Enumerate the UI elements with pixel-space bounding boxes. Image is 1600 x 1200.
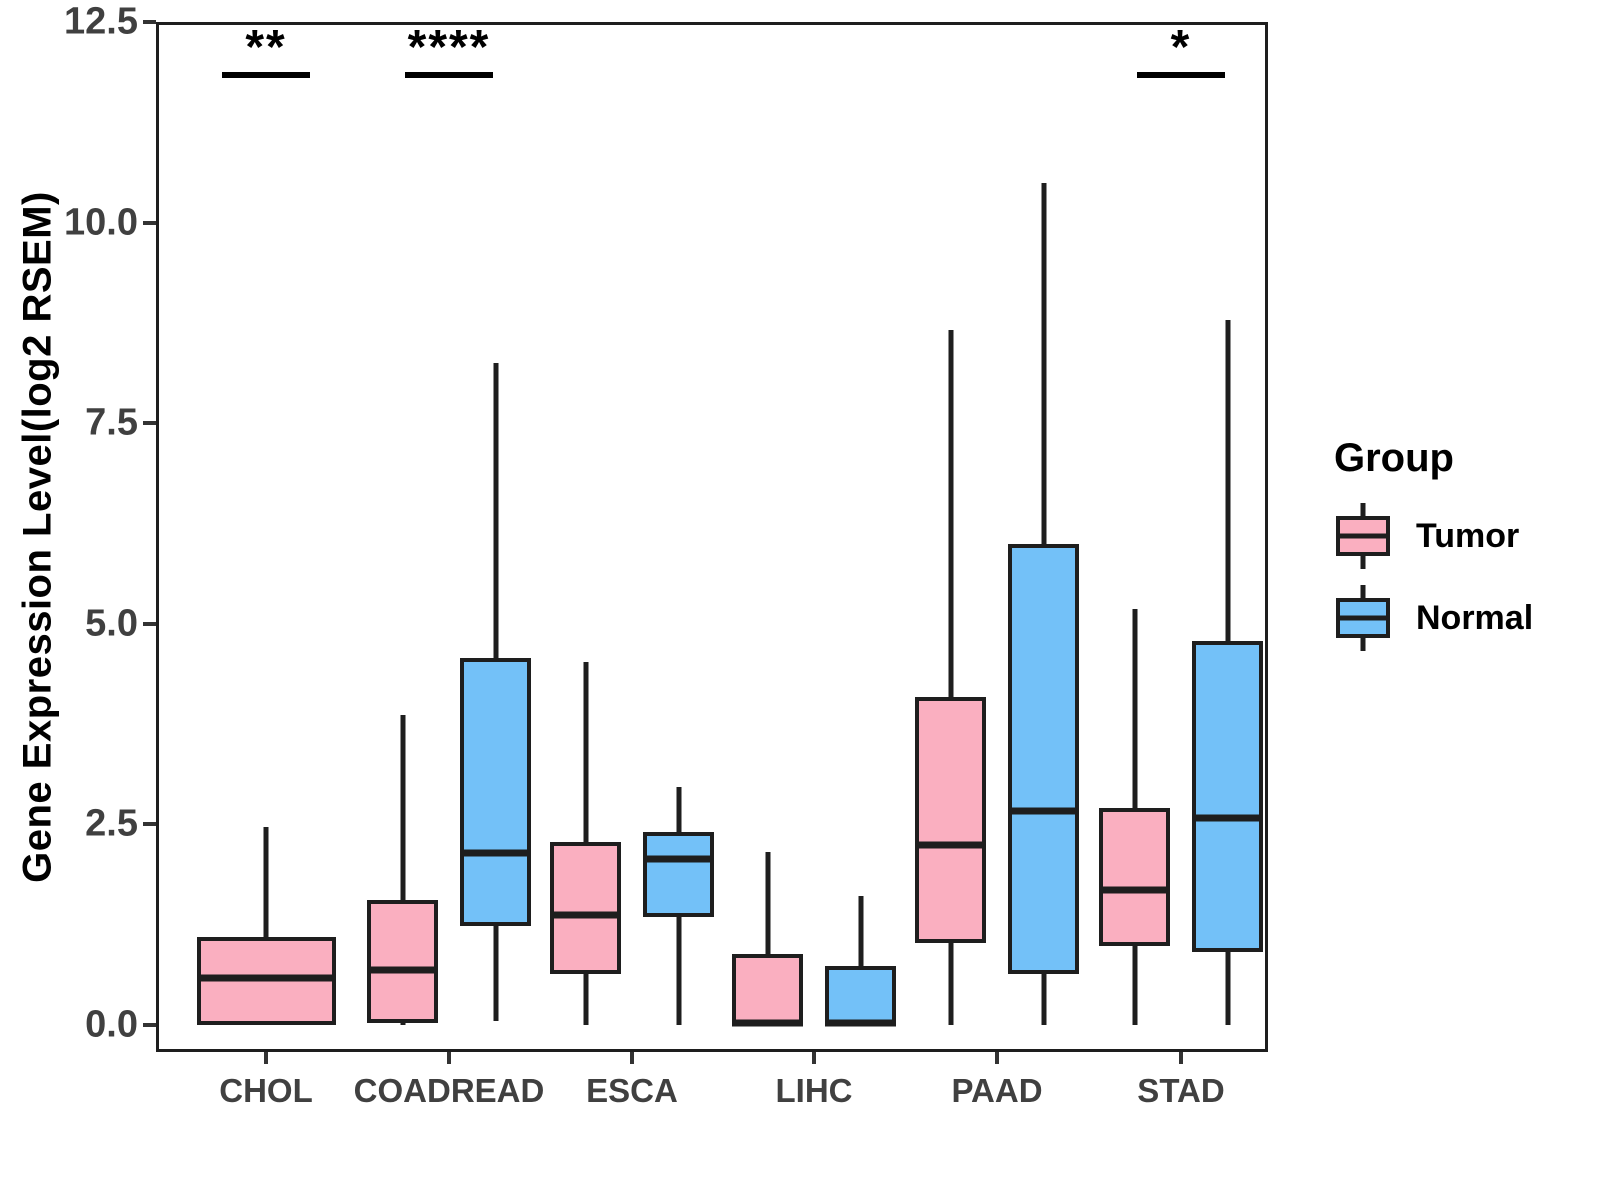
y-tick-label: 12.5 [64, 0, 138, 43]
box-paad-normal [1008, 543, 1079, 974]
whisker-lihc-tumor [765, 851, 770, 1025]
x-tick-label-coadread: COADREAD [353, 1072, 545, 1109]
legend-label-normal: Normal [1416, 598, 1534, 637]
significance-stars-chol: ** [245, 21, 287, 74]
box-coadread-tumor [367, 899, 438, 1023]
legend-label-tumor: Tumor [1416, 516, 1520, 555]
x-tick-mark [264, 1052, 268, 1064]
legend-item-normal: Normal [1330, 585, 1533, 651]
box-lihc-normal [825, 965, 896, 1025]
y-tick-label: 10.0 [64, 201, 138, 244]
x-tick-mark [812, 1052, 816, 1064]
y-tick-mark [143, 220, 156, 225]
x-tick-label-paad: PAAD [951, 1072, 1043, 1109]
box-coadread-normal [460, 658, 531, 927]
legend-title: Group [1334, 436, 1454, 480]
x-tick-label-esca: ESCA [586, 1072, 678, 1109]
whisker-paad-tumor [948, 330, 953, 1025]
box-esca-normal [643, 831, 714, 917]
significance-stars-coadread: **** [407, 21, 491, 74]
box-esca-tumor [550, 842, 621, 974]
median-coadread-normal [460, 849, 531, 857]
y-tick-label: 2.5 [85, 802, 138, 845]
significance-bar-chol [222, 72, 310, 78]
y-tick-label: 0.0 [85, 1003, 138, 1046]
tumor-boxplot-key-icon [1336, 503, 1390, 569]
median-paad-normal [1008, 807, 1079, 815]
significance-stars-stad: * [1170, 21, 1192, 74]
median-esca-normal [643, 855, 714, 863]
median-coadread-tumor [367, 966, 438, 974]
x-tick-mark [1179, 1052, 1183, 1064]
x-tick-mark [447, 1052, 451, 1064]
x-tick-label-stad: STAD [1137, 1072, 1225, 1109]
y-tick-mark [143, 421, 156, 426]
x-tick-mark [995, 1052, 999, 1064]
x-tick-mark [630, 1052, 634, 1064]
x-tick-label-chol: CHOL [219, 1072, 313, 1109]
whisker-chol-tumor [263, 826, 269, 1025]
box-stad-tumor [1099, 807, 1170, 947]
y-tick-label: 7.5 [85, 401, 138, 444]
y-tick-mark [143, 20, 156, 24]
box-stad-normal [1192, 640, 1263, 952]
normal-boxplot-key-icon [1336, 585, 1390, 651]
median-chol-tumor [196, 974, 336, 982]
box-lihc-tumor [732, 954, 803, 1025]
median-lihc-tumor [732, 1019, 803, 1027]
whisker-lihc-normal [858, 895, 863, 1025]
whisker-coadread-tumor [400, 715, 405, 1025]
median-stad-tumor [1099, 886, 1170, 894]
y-tick-mark [143, 822, 156, 827]
y-tick-mark [143, 621, 156, 626]
median-paad-tumor [915, 841, 986, 849]
median-esca-tumor [550, 911, 621, 919]
legend: Group Tumor Normal [1330, 436, 1533, 667]
median-stad-normal [1192, 814, 1263, 822]
y-tick-mark [143, 1023, 156, 1027]
median-lihc-normal [825, 1019, 896, 1027]
legend-item-tumor: Tumor [1330, 503, 1533, 569]
significance-bar-coadread [405, 72, 493, 78]
significance-bar-stad [1137, 72, 1225, 78]
x-tick-label-lihc: LIHC [775, 1072, 853, 1109]
box-paad-tumor [915, 696, 986, 944]
y-tick-label: 5.0 [85, 602, 138, 645]
